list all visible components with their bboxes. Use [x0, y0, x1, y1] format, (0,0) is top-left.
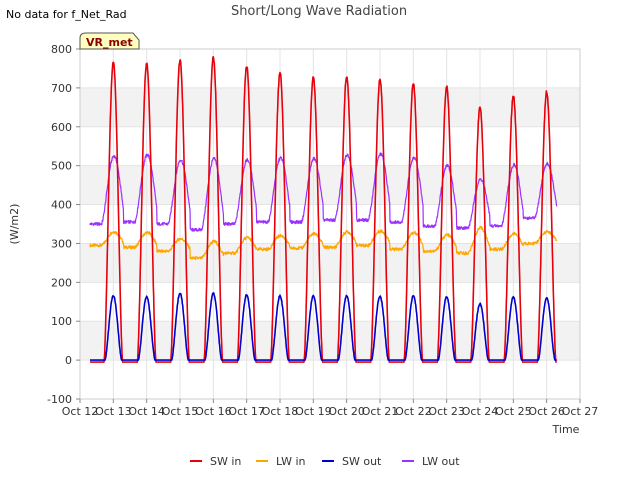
y-tick-label: 800	[51, 43, 72, 56]
legend-item: SW out	[322, 455, 382, 468]
y-tick-label: 500	[51, 160, 72, 173]
series-layer	[89, 55, 558, 363]
chart-title: Short/Long Wave Radiation	[231, 4, 407, 19]
x-tick-label: Oct 27	[562, 405, 599, 418]
x-axis-label: Time	[552, 423, 580, 436]
x-tick-label: Oct 19	[295, 405, 332, 418]
legend-item: SW in	[190, 455, 241, 468]
plot-band	[80, 165, 580, 205]
x-tick-label: Oct 26	[528, 405, 565, 418]
legend: SW in LW in SW out LW out	[190, 455, 460, 468]
x-tick-label: Oct 12	[62, 405, 99, 418]
x-tick-label: Oct 16	[195, 405, 232, 418]
plot-band	[80, 321, 580, 361]
x-tick-label: Oct 25	[495, 405, 532, 418]
y-tick-label: 400	[51, 199, 72, 212]
x-tick-label: Oct 17	[228, 405, 265, 418]
y-axis-ticks: -100 0 100 200 300 400 500 600 700 800	[47, 43, 80, 406]
y-tick-label: 0	[65, 354, 72, 367]
x-tick-label: Oct 20	[328, 405, 365, 418]
y-tick-label: 200	[51, 276, 72, 289]
x-tick-label: Oct 22	[395, 405, 432, 418]
series-line-lw_in	[89, 225, 558, 261]
no-data-label: No data for f_Net_Rad	[6, 8, 127, 21]
legend-label: SW out	[342, 455, 382, 468]
station-badge: VR_met	[79, 32, 140, 50]
y-axis-label: (W/m2)	[8, 204, 21, 245]
y-tick-label: 300	[51, 237, 72, 250]
y-tick-label: 100	[51, 315, 72, 328]
series-line-lw_out	[89, 152, 558, 232]
y-tick-label: -100	[47, 393, 72, 406]
plot-band	[80, 282, 580, 322]
x-tick-label: Oct 13	[95, 405, 132, 418]
legend-label: LW out	[422, 455, 460, 468]
x-tick-label: Oct 18	[262, 405, 299, 418]
y-tick-label: 600	[51, 121, 72, 134]
x-tick-label: Oct 15	[162, 405, 199, 418]
legend-label: LW in	[276, 455, 306, 468]
series-line-sw_in	[89, 55, 558, 363]
x-tick-label: Oct 21	[362, 405, 399, 418]
plot-frame	[79, 48, 581, 400]
x-tick-label: Oct 14	[128, 405, 165, 418]
plot-band	[80, 87, 580, 127]
badge-label: VR_met	[86, 36, 133, 49]
plot-band	[80, 49, 580, 88]
legend-item: LW out	[402, 455, 460, 468]
plot-band	[80, 126, 580, 166]
plot-band	[80, 360, 580, 399]
y-tick-label: 700	[51, 82, 72, 95]
legend-label: SW in	[210, 455, 241, 468]
badge-box	[79, 32, 140, 50]
series-line-sw_out	[89, 292, 558, 361]
plot-band	[80, 243, 580, 283]
legend-item: LW in	[256, 455, 306, 468]
x-tick-label: Oct 23	[428, 405, 465, 418]
x-tick-label: Oct 24	[462, 405, 499, 418]
